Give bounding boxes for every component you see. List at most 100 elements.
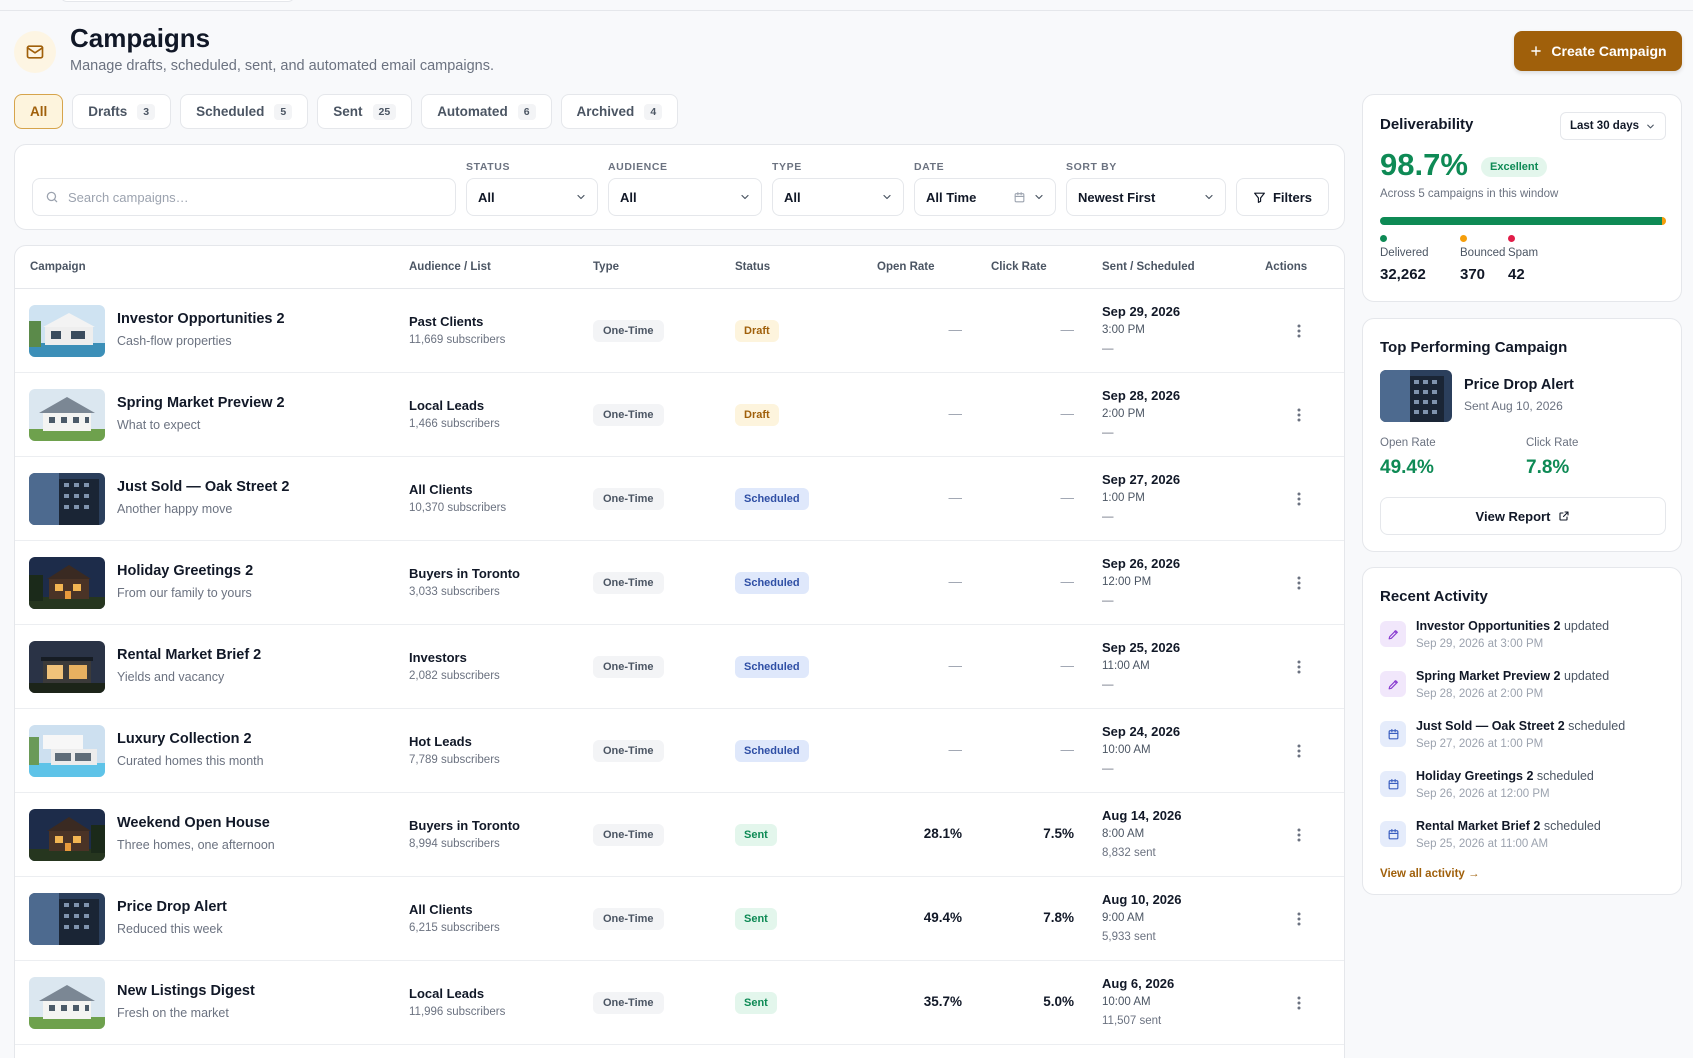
recent-activity-card: Recent Activity Investor Opportunities 2… <box>1362 567 1682 895</box>
tab-automated[interactable]: Automated 6 <box>421 94 552 129</box>
activity-verb: scheduled <box>1536 769 1594 783</box>
pencil-icon <box>1388 679 1398 689</box>
campaign-name[interactable]: Weekend Open House <box>117 815 270 831</box>
audience-select[interactable]: All <box>608 178 762 216</box>
click-rate: — <box>1060 658 1075 673</box>
sent-count: — <box>1102 343 1114 355</box>
kebab-menu-icon <box>1297 408 1301 422</box>
campaign-name[interactable]: Holiday Greetings 2 <box>117 563 254 579</box>
spam-stat: Spam 42 <box>1508 235 1538 283</box>
activity-item[interactable]: Investor Opportunities 2 updated Sep 29, … <box>1380 619 1670 663</box>
table-row[interactable]: Luxury Collection 2 Curated homes this mo… <box>15 709 1344 793</box>
top-campaign-name[interactable]: Price Drop Alert <box>1464 377 1574 393</box>
chevron-down-icon <box>577 194 585 200</box>
campaign-subtitle: Cash-flow properties <box>117 334 232 348</box>
more-actions-button[interactable] <box>1289 487 1309 511</box>
status-badge: Draft <box>735 320 779 342</box>
more-actions-button[interactable] <box>1289 823 1309 847</box>
campaign-name[interactable]: Spring Market Preview 2 <box>117 395 285 411</box>
tab-drafts[interactable]: Drafts 3 <box>72 94 172 129</box>
page-title: Campaigns <box>70 23 211 53</box>
date-range-select[interactable]: Last 30 days <box>1560 112 1666 140</box>
audience-subscribers: 6,215 subscribers <box>409 922 500 934</box>
date-select-value: All Time <box>926 189 977 205</box>
table-row[interactable]: Spring Market Preview 2 What to expect Loc… <box>15 373 1344 457</box>
open-rate: — <box>948 742 963 757</box>
table-row[interactable]: New Listings Digest Fresh on the market Lo… <box>15 961 1344 1045</box>
campaign-name[interactable]: New Listings Digest <box>117 983 255 999</box>
click-rate: — <box>1060 322 1075 337</box>
campaign-name[interactable]: Just Sold — Oak Street 2 <box>117 479 290 495</box>
view-report-button[interactable]: View Report <box>1380 497 1666 535</box>
date-select[interactable]: All Time <box>914 178 1056 216</box>
more-actions-button[interactable] <box>1289 991 1309 1015</box>
more-actions-button[interactable] <box>1289 571 1309 595</box>
more-actions-button[interactable] <box>1289 907 1309 931</box>
activity-item[interactable]: Rental Market Brief 2 scheduled Sep 25, 2… <box>1380 819 1670 863</box>
view-all-activity-link[interactable]: View all activity → <box>1380 868 1480 880</box>
activity-item[interactable]: Holiday Greetings 2 scheduled Sep 26, 202… <box>1380 769 1670 813</box>
campaign-thumbnail <box>29 641 105 693</box>
table-row[interactable]: Holiday Greetings 2 From our family to yo… <box>15 541 1344 625</box>
campaign-name[interactable]: Investor Opportunities 2 <box>117 311 285 327</box>
table-row[interactable]: Investor Opportunities 2 Cash-flow proper… <box>15 289 1344 373</box>
column-header-open-rate[interactable]: Open Rate <box>877 261 935 273</box>
activity-item[interactable]: Just Sold — Oak Street 2 scheduled Sep 27… <box>1380 719 1670 763</box>
tab-archived[interactable]: Archived 4 <box>560 94 679 129</box>
column-header-audience: Audience / List <box>409 261 491 273</box>
calendar-icon <box>1388 828 1398 839</box>
kebab-menu-icon <box>1297 492 1301 506</box>
activity-campaign-name: Holiday Greetings 2 <box>1416 769 1534 783</box>
sort-label: SORT BY <box>1066 161 1117 173</box>
more-actions-button[interactable] <box>1289 319 1309 343</box>
column-header-sent-scheduled[interactable]: Sent / Scheduled <box>1102 261 1195 273</box>
table-row[interactable]: Just Sold — Oak Street 2 Another happy mo… <box>15 457 1344 541</box>
audience-name: Buyers in Toronto <box>409 818 520 833</box>
filter-bar: STATUS All AUDIENCE All TYPE All DATE Al… <box>14 144 1345 230</box>
status-select[interactable]: All <box>466 178 598 216</box>
more-actions-button[interactable] <box>1289 655 1309 679</box>
calendar-icon <box>1388 728 1398 739</box>
tab-all[interactable]: All <box>14 94 64 129</box>
campaign-name[interactable]: Price Drop Alert <box>117 899 227 915</box>
campaign-subtitle: Yields and vacancy <box>117 670 225 684</box>
send-date: Aug 6, 2026 <box>1102 976 1175 991</box>
top-campaign-thumbnail <box>1380 370 1452 422</box>
tab-label: Automated <box>437 104 508 119</box>
sort-select[interactable]: Newest First <box>1066 178 1226 216</box>
campaign-name[interactable]: Luxury Collection 2 <box>117 731 252 747</box>
campaign-subtitle: What to expect <box>117 418 201 432</box>
table-row[interactable]: Weekend Open House Three homes, one after… <box>15 793 1344 877</box>
audience-subscribers: 8,994 subscribers <box>409 838 500 850</box>
column-header-type: Type <box>593 261 619 273</box>
type-select[interactable]: All <box>772 178 904 216</box>
audience-name: All Clients <box>409 902 473 917</box>
column-header-click-rate[interactable]: Click Rate <box>991 261 1047 273</box>
more-actions-button[interactable] <box>1289 739 1309 763</box>
mail-icon <box>14 31 56 73</box>
audience-subscribers: 7,789 subscribers <box>409 754 500 766</box>
activity-campaign-name: Investor Opportunities 2 <box>1416 619 1561 633</box>
more-actions-button[interactable] <box>1289 403 1309 427</box>
audience-subscribers: 3,033 subscribers <box>409 586 500 598</box>
activity-text: Spring Market Preview 2 updated <box>1416 669 1609 683</box>
chevron-down-icon <box>741 194 749 200</box>
campaign-name[interactable]: Rental Market Brief 2 <box>117 647 262 663</box>
sent-count: 8,832 sent <box>1102 847 1156 859</box>
activity-item[interactable]: Spring Market Preview 2 updated Sep 28, 2… <box>1380 669 1670 713</box>
table-row[interactable]: Price Drop Alert Reduced this week All Cli… <box>15 877 1344 961</box>
tab-scheduled[interactable]: Scheduled 5 <box>180 94 309 129</box>
search-box[interactable] <box>32 178 456 216</box>
search-input[interactable] <box>68 189 428 205</box>
create-campaign-button[interactable]: Create Campaign <box>1514 31 1682 71</box>
top-click-rate-value: 7.8% <box>1526 457 1570 478</box>
campaign-subtitle: Fresh on the market <box>117 1006 229 1020</box>
sort-select-value: Newest First <box>1078 189 1156 205</box>
activity-time: Sep 25, 2026 at 11:00 AM <box>1416 838 1549 850</box>
tab-sent[interactable]: Sent 25 <box>317 94 413 129</box>
filters-button[interactable]: Filters <box>1236 178 1329 216</box>
send-time: 10:00 AM <box>1102 996 1151 1008</box>
table-row[interactable]: Rental Market Brief 2 Yields and vacancy I… <box>15 625 1344 709</box>
delivered-dot <box>1380 235 1387 242</box>
bounced-label: Bounced <box>1460 247 1506 259</box>
